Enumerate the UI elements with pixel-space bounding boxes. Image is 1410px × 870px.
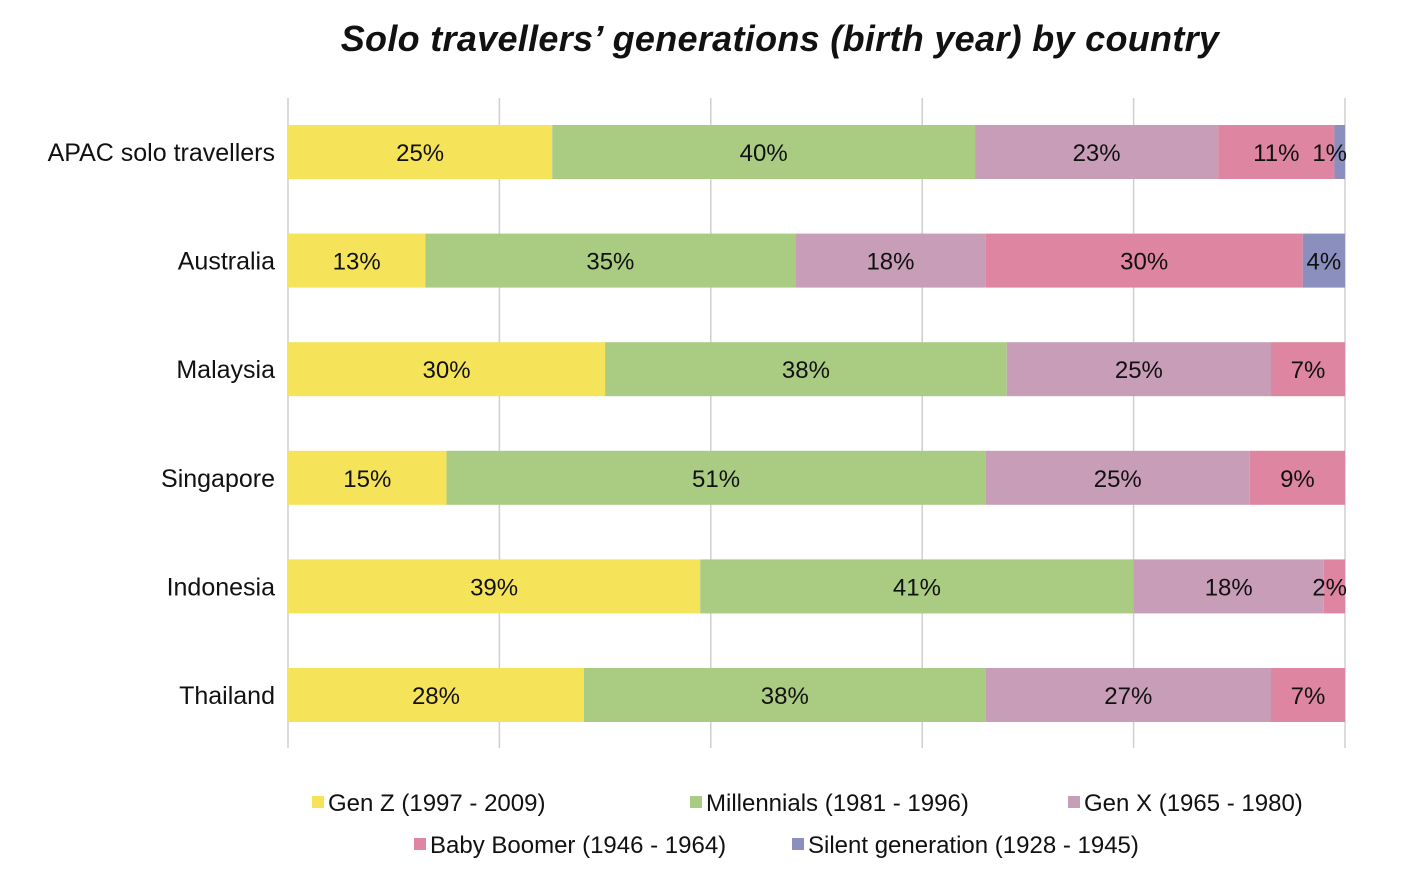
category-label: APAC solo travellers: [48, 139, 275, 167]
bar-segment: [975, 125, 1219, 179]
data-label: 18%: [1205, 574, 1253, 601]
category-label: Indonesia: [167, 573, 276, 601]
data-label: 30%: [1120, 249, 1168, 276]
bar-segment: [1271, 342, 1345, 397]
bar-segment: [1271, 668, 1345, 722]
bar-segment: [288, 342, 606, 397]
bar-segment: [1133, 559, 1324, 614]
legend-swatch: [1068, 796, 1080, 808]
gridlines: [287, 98, 1346, 748]
legend-swatch: [312, 796, 324, 808]
bar-segment: [425, 233, 796, 288]
bar-segment: [288, 233, 426, 288]
bar-segment: [985, 233, 1303, 288]
bar-segment: [288, 559, 701, 614]
legend: Gen Z (1997 - 2009) Millennials (1981 - 1…: [312, 790, 1303, 859]
bar-segment: [583, 668, 986, 722]
data-label: 51%: [692, 466, 740, 493]
bar-segment: [985, 450, 1250, 505]
category-label: Malaysia: [176, 356, 275, 384]
bar-segment: [288, 450, 447, 505]
data-label: 1%: [1312, 140, 1347, 167]
data-label: 38%: [761, 683, 809, 710]
legend-entry: Baby Boomer (1946 - 1964): [430, 832, 726, 859]
legend-entry: Gen Z (1997 - 2009): [328, 790, 545, 817]
bar-segment: [288, 125, 553, 179]
data-label: 39%: [470, 574, 518, 601]
bar-segment: [1249, 450, 1345, 505]
bar-segment: [288, 668, 584, 722]
category-labels: APAC solo travellers Australia Malaysia Sin…: [48, 139, 276, 710]
data-label: 28%: [412, 683, 460, 710]
legend-entry: Gen X (1965 - 1980): [1084, 790, 1303, 817]
bar-segment: [985, 668, 1272, 722]
bar-segment: [1323, 559, 1345, 614]
data-label: 9%: [1280, 466, 1315, 493]
data-label: 7%: [1291, 683, 1326, 710]
data-label: 15%: [343, 466, 391, 493]
legend-entry: Silent generation (1928 - 1945): [808, 832, 1139, 859]
legend-entry: Millennials (1981 - 1996): [706, 790, 969, 817]
bar-segment: [552, 125, 976, 179]
category-label: Australia: [178, 248, 275, 276]
data-label: 4%: [1307, 249, 1342, 276]
data-label: 11%: [1253, 140, 1299, 167]
data-label: 38%: [782, 357, 830, 384]
legend-swatch: [690, 796, 702, 808]
data-label: 25%: [1115, 357, 1163, 384]
legend-swatch: [792, 838, 804, 850]
bar-segment: [605, 342, 1007, 397]
legend-swatch: [414, 838, 426, 850]
category-label: Thailand: [179, 682, 275, 710]
chart-title: Solo travellers’ generations (birth year…: [340, 18, 1220, 59]
bar-segment: [1302, 233, 1345, 288]
data-label: 25%: [1094, 466, 1142, 493]
bar-segment: [1006, 342, 1272, 397]
bar-segment: [446, 450, 986, 505]
bar-segment: [1334, 125, 1345, 179]
data-label: 23%: [1073, 140, 1121, 167]
data-label: 27%: [1104, 683, 1152, 710]
data-label: 40%: [740, 140, 788, 167]
bar-segment: [795, 233, 986, 288]
data-label: 7%: [1291, 357, 1326, 384]
data-label: 2%: [1312, 574, 1347, 601]
bars: 25% 40% 23% 11% 1% 13% 35% 18% 30% 4% 30% 38% 25% 7% 1…: [288, 125, 1347, 722]
bar-segment: [700, 559, 1134, 614]
data-label: 41%: [893, 574, 941, 601]
data-label: 35%: [586, 249, 634, 276]
data-label: 18%: [866, 249, 914, 276]
category-label: Singapore: [161, 465, 275, 493]
data-label: 30%: [423, 357, 471, 384]
data-label: 25%: [396, 140, 444, 167]
bar-segment: [1218, 125, 1335, 179]
data-label: 13%: [333, 249, 381, 276]
